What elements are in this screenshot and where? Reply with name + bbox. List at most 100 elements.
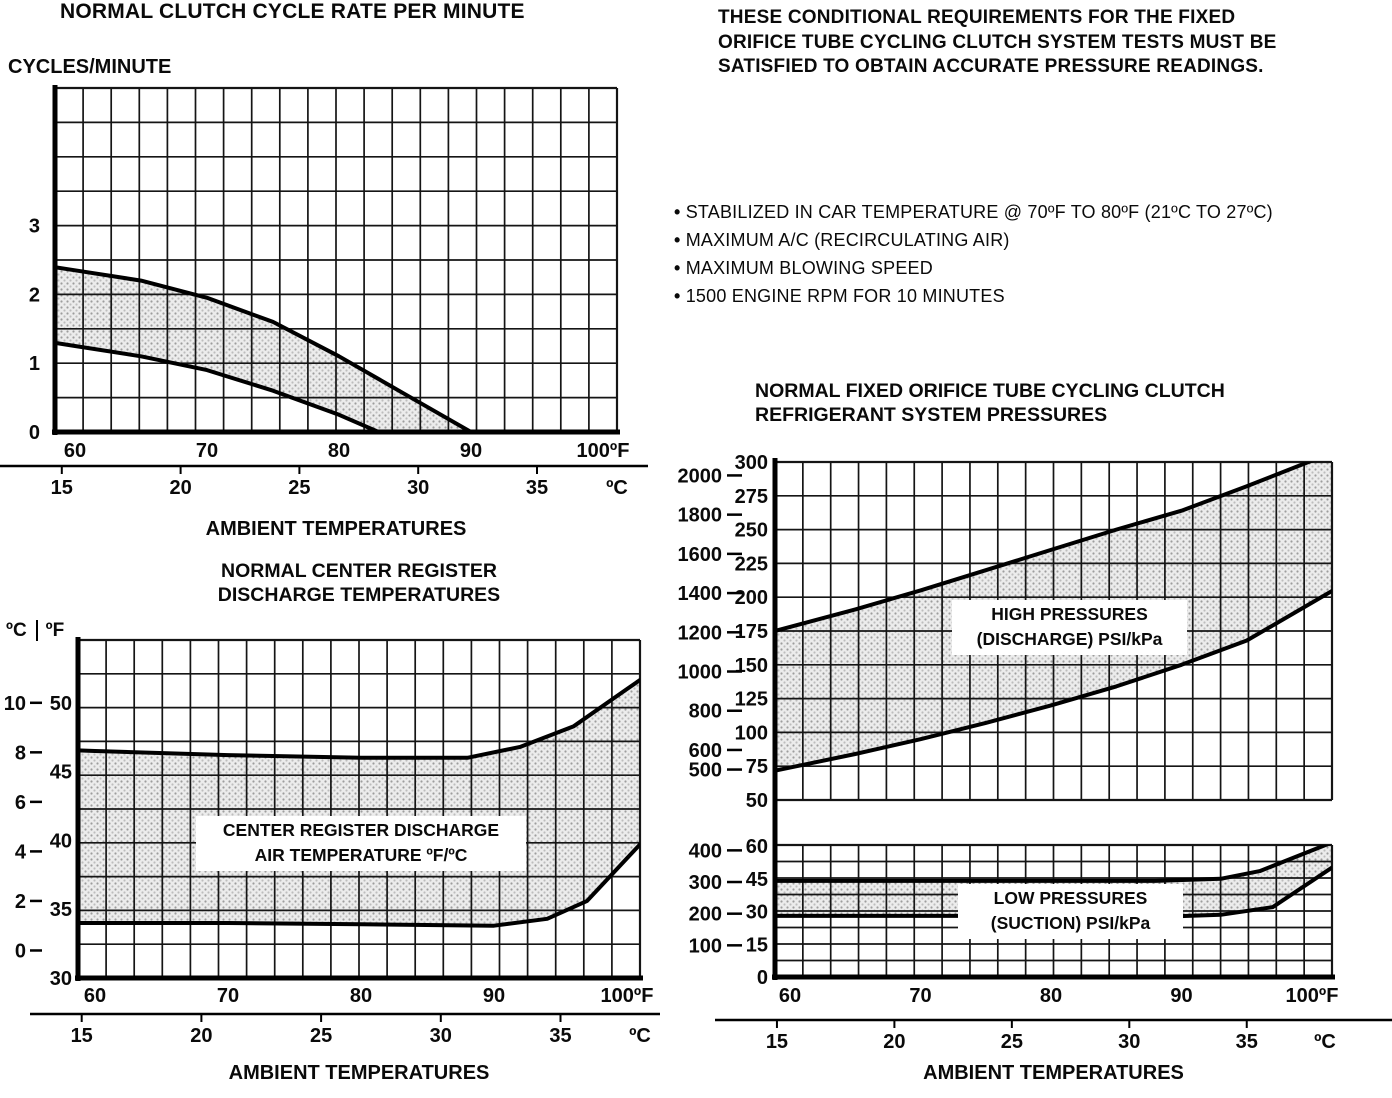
celsius-axis-header: ºC [6,620,27,641]
fahrenheit-tick-label: 70 [909,985,931,1007]
kpa-tick-label: 300 [689,872,722,894]
celsius-tick-label: 15 [71,1025,93,1047]
chart2-annotation-line2: AIR TEMPERATURE ºF/ºC [254,845,468,866]
celsius-y-tick-label: 0 [15,940,26,962]
psi-tick-label: 0 [757,967,768,989]
fahrenheit-tick-label: 60 [64,440,86,462]
fahrenheit-y-tick-label: 40 [50,830,72,852]
celsius-tick-label: 30 [1118,1031,1140,1053]
chart1-x-axis-label: AMBIENT TEMPERATURES [205,518,467,540]
fahrenheit-y-tick-label: 30 [50,968,72,990]
psi-tick-label: 300 [735,452,768,474]
kpa-tick-label: 2000 [678,465,723,487]
kpa-tick-label: 100 [689,935,722,957]
high-pressure-annotation-line2: (DISCHARGE) PSI/kPa [976,629,1163,650]
celsius-y-tick-label: 6 [15,792,26,814]
celsius-tick-label: 25 [288,477,310,499]
fahrenheit-tick-label: 100ºF [577,440,630,462]
kpa-tick-label: 1600 [678,544,723,566]
condition-bullet: MAXIMUM BLOWING SPEED [674,258,1273,279]
celsius-tick-label: 35 [1236,1031,1258,1053]
psi-tick-label: 75 [746,756,768,778]
celsius-tick-label: 35 [526,477,548,499]
kpa-tick-label: 1400 [678,583,723,605]
fahrenheit-tick-label: 90 [460,440,482,462]
celsius-tick-label: 35 [549,1025,571,1047]
low-pressure-annotation-line2: (SUCTION) PSI/kPa [990,913,1151,934]
chart2-title-line1: NORMAL CENTER REGISTER [221,560,497,582]
kpa-tick-label: 1000 [678,662,723,684]
kpa-tick-label: 200 [689,904,722,926]
celsius-axis-unit: ºC [606,477,628,499]
psi-tick-label: 45 [746,869,768,891]
celsius-tick-label: 20 [169,477,191,499]
chart2-x-axis-label: AMBIENT TEMPERATURES [228,1062,490,1084]
psi-tick-label: 60 [746,836,768,858]
fahrenheit-tick-label: 80 [350,985,372,1007]
fahrenheit-tick-label: 100ºF [601,985,654,1007]
celsius-axis-unit: ºC [1314,1031,1336,1053]
psi-tick-label: 50 [746,790,768,812]
chart2-annotation-line1: CENTER REGISTER DISCHARGE [222,820,500,840]
low-pressure-annotation: LOW PRESSURES (SUCTION) PSI/kPa [958,884,1183,939]
celsius-tick-label: 20 [190,1025,212,1047]
celsius-tick-label: 25 [310,1025,332,1047]
celsius-tick-label: 15 [51,477,73,499]
condition-bullet: 1500 ENGINE RPM FOR 10 MINUTES [674,286,1273,307]
psi-tick-label: 30 [746,902,768,924]
fahrenheit-tick-label: 60 [84,985,106,1007]
fahrenheit-tick-label: 70 [196,440,218,462]
discharge-temp-upper-curve [78,678,640,760]
condition-bullet: STABILIZED IN CAR TEMPERATURE @ 70ºF TO … [674,202,1273,223]
psi-tick-label: 100 [735,722,768,744]
fahrenheit-tick-label: 60 [779,985,801,1007]
kpa-tick-label: 800 [689,701,722,723]
fahrenheit-tick-label: 90 [1170,985,1192,1007]
celsius-y-tick-label: 8 [15,742,26,764]
high-pressure-annotation-line1: HIGH PRESSURES [991,604,1148,624]
chart3-title-line2: REFRIGERANT SYSTEM PRESSURES [755,403,1108,426]
chart2-annotation: CENTER REGISTER DISCHARGE AIR TEMPERATUR… [196,816,526,871]
psi-tick-label: 200 [735,587,768,609]
kpa-tick-label: 500 [689,760,722,782]
chart2-y-axis-header: ºC ºF [6,620,65,642]
fahrenheit-tick-label: 90 [483,985,505,1007]
chart3-x-axis-label: AMBIENT TEMPERATURES [923,1062,1184,1084]
chart2-title-line2: DISCHARGE TEMPERATURES [217,583,501,606]
psi-tick-label: 250 [735,520,768,542]
cycles-tick-label: 2 [29,284,40,306]
celsius-tick-label: 25 [1001,1031,1023,1053]
celsius-tick-label: 30 [430,1025,452,1047]
psi-tick-label: 175 [735,621,768,643]
fahrenheit-y-tick-label: 50 [50,693,72,715]
clutch-cycle-rate-chart: 0 1 2 3 60 70 80 90 100ºF 15 20 25 30 35 ºC [0,85,648,499]
celsius-tick-label: 30 [407,477,429,499]
chart1-title: NORMAL CLUTCH CYCLE RATE PER MINUTE [60,0,525,23]
high-pressure-upper-curve [775,462,1314,633]
fahrenheit-y-tick-label: 35 [50,899,72,921]
fahrenheit-axis-header: ºF [35,620,65,641]
kpa-tick-label: 600 [689,740,722,762]
condition-bullet: MAXIMUM A/C (RECIRCULATING AIR) [674,230,1273,251]
cycle-rate-lower-curve [55,340,381,432]
chart3-title: NORMAL FIXED ORIFICE TUBE CYCLING CLUTCH… [755,380,1225,428]
kpa-tick-label: 1800 [678,505,723,527]
chart1-y-axis-label: CYCLES/MINUTE [8,56,172,78]
refrigerant-pressures-chart: 3002752502252001751501251007550200018001… [678,452,1392,1053]
fahrenheit-tick-label: 70 [217,985,239,1007]
low-pressure-annotation-line1: LOW PRESSURES [993,888,1148,908]
fahrenheit-y-tick-label: 45 [50,762,72,784]
fahrenheit-tick-label: 100ºF [1286,985,1339,1007]
psi-tick-label: 275 [735,486,768,508]
cycles-tick-label: 1 [29,353,40,375]
conditions-heading: THESE CONDITIONAL REQUIREMENTS FOR THE F… [718,7,1277,78]
cycle-rate-upper-curve [55,265,473,432]
psi-tick-label: 15 [746,934,768,956]
chart2-title: NORMAL CENTER REGISTER DISCHARGE TEMPERA… [78,560,640,608]
celsius-tick-label: 20 [883,1031,905,1053]
shaded-band [55,267,471,432]
low-pressure-upper-curve [775,845,1331,883]
fahrenheit-tick-label: 80 [1040,985,1062,1007]
